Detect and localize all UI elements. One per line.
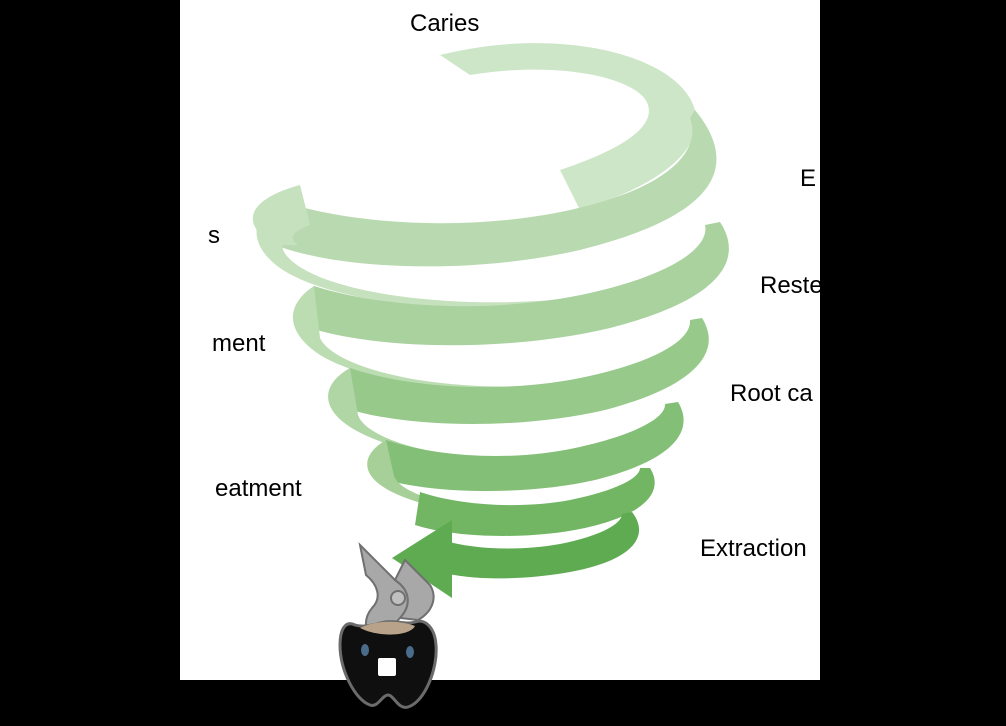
spiral-funnel <box>0 0 1006 726</box>
diagram-canvas: Caries E s Reste ment Root ca eatment Ex… <box>0 0 1006 726</box>
label-left-2: ment <box>212 330 265 358</box>
label-right-2: Reste <box>760 272 823 300</box>
label-caries: Caries <box>410 10 479 38</box>
label-left-3: eatment <box>215 475 302 503</box>
label-right-4: Extraction <box>700 535 807 563</box>
label-right-1: E <box>800 165 816 193</box>
label-right-3: Root ca <box>730 380 813 408</box>
label-left-1: s <box>208 222 220 250</box>
